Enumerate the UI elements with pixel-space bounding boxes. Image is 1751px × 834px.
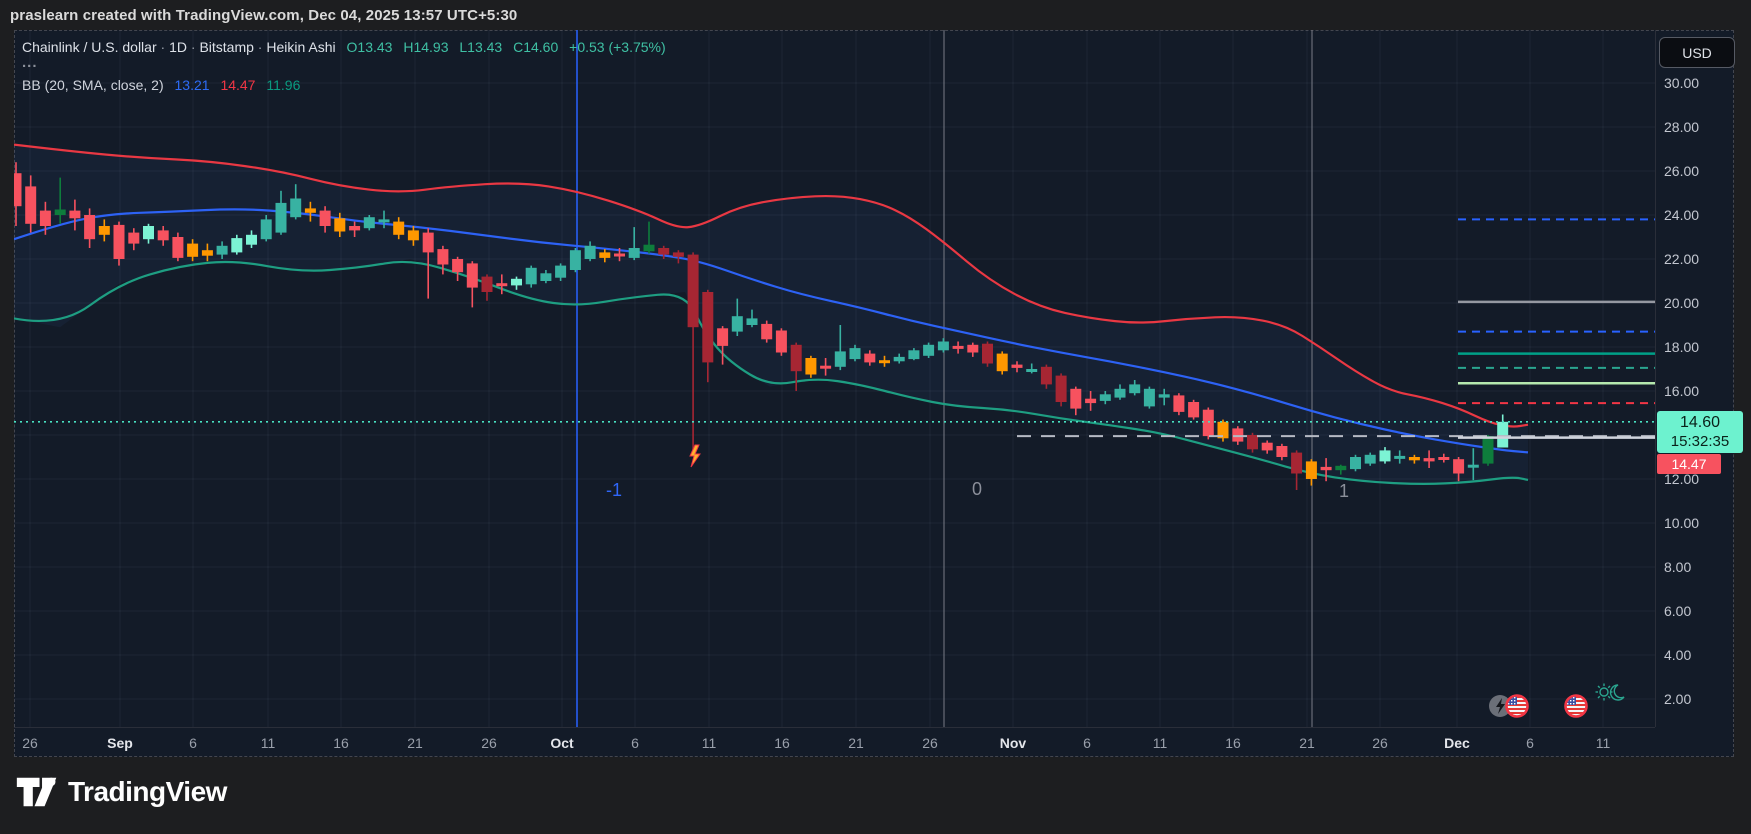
time-tick: Nov [999,735,1027,751]
tradingview-logo: TradingView [16,775,227,809]
interval-label[interactable]: 1D [169,39,187,55]
bar-countdown: 15:32:35 [1670,433,1730,450]
change-label: +0.53 (+3.75%) [569,39,666,55]
tradingview-logo-icon [16,777,57,807]
last-price-value: 14.60 [1679,414,1721,431]
time-tick: 11 [1595,735,1611,751]
time-tick: 6 [1526,735,1534,751]
time-tick: 26 [481,735,497,751]
price-axis[interactable]: 30.00 28.00 26.00 24.00 22.00 20.00 18.00 16.00… [1655,30,1736,727]
symbol-title[interactable]: Chainlink / U.S. dollar [22,39,157,55]
time-tick: 11 [701,735,717,751]
price-tick: 10.00 [1664,515,1700,531]
bb-lower-value: 11.96 [266,77,301,93]
ohlc-open: O13.43 [346,39,393,55]
price-tick: 8.00 [1664,559,1692,575]
time-tick: Sep [107,735,133,751]
time-tick: 6 [631,735,639,751]
last-price-label: 14.60 15:32:35 [1657,411,1743,453]
time-tick: Oct [550,735,574,751]
ohlc-low: L13.43 [459,39,503,55]
exchange-label[interactable]: Bitstamp [199,39,254,55]
legend-more-button[interactable]: ... [22,54,38,71]
time-tick: 26 [1372,735,1388,751]
price-tick: 26.00 [1664,163,1700,179]
time-axis[interactable]: 26 Sep 6 11 16 21 26 Oct 6 11 16 21 26 Nov 6 11 16 21 26 De… [14,727,1655,758]
time-tick: 26 [22,735,38,751]
time-tick: 16 [333,735,349,751]
time-tick: 11 [1152,735,1168,751]
price-tick: 4.00 [1664,647,1692,663]
time-tick: 21 [407,735,423,751]
price-tick: 30.00 [1664,75,1700,91]
time-tick: Dec [1444,735,1470,751]
bb-indicator-legend[interactable]: BB (20, SMA, close, 2) 13.21 14.47 11.96 [22,77,300,93]
ohlc-high: H14.93 [403,39,449,55]
currency-button[interactable]: USD [1659,37,1735,68]
time-tick: 11 [260,735,276,751]
time-tick: 21 [1299,735,1315,751]
bb-upper-axis-label: 14.47 [1657,454,1721,474]
price-tick: 24.00 [1664,207,1700,223]
price-tick: 2.00 [1664,691,1692,707]
price-tick: 16.00 [1664,383,1700,399]
time-tick: 16 [774,735,790,751]
ohlc-close: C14.60 [513,39,559,55]
bb-upper-value: 14.47 [220,77,256,93]
price-tick: 28.00 [1664,119,1700,135]
time-tick: 26 [922,735,938,751]
screenshot-attribution: praslearn created with TradingView.com, … [10,7,518,24]
price-tick: 12.00 [1664,471,1700,487]
price-tick: 18.00 [1664,339,1700,355]
chart-type-label[interactable]: Heikin Ashi [266,39,336,55]
bb-indicator-label[interactable]: BB (20, SMA, close, 2) [22,77,164,93]
time-tick: 6 [1083,735,1091,751]
time-tick: 21 [848,735,864,751]
bb-basis-value: 13.21 [174,77,210,93]
time-tick: 16 [1225,735,1241,751]
time-tick: 6 [189,735,197,751]
tradingview-logo-text: TradingView [68,776,227,807]
price-tick: 20.00 [1664,295,1700,311]
price-tick: 22.00 [1664,251,1700,267]
chart-plot-area[interactable] [14,30,1655,727]
price-tick: 6.00 [1664,603,1692,619]
symbol-legend[interactable]: Chainlink / U.S. dollar · 1D · Bitstamp … [22,39,666,55]
